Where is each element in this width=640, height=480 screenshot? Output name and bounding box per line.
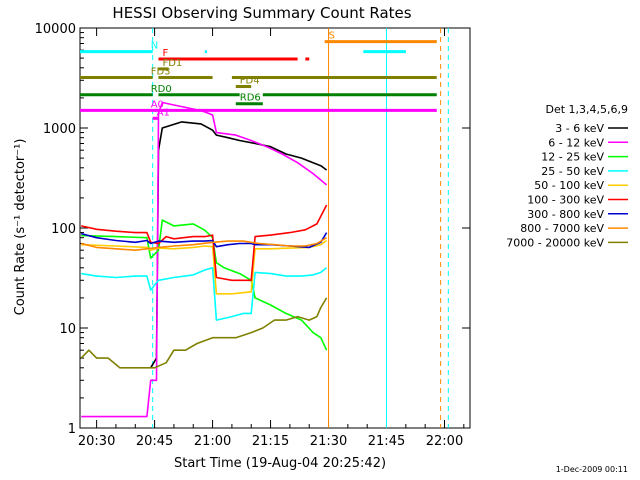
legend-entry-label: 25 - 50 keV <box>541 165 604 178</box>
legend-entry-label: 300 - 800 keV <box>527 208 604 221</box>
y-tick-label: 10000 <box>35 22 76 37</box>
x-tick-label: 21:00 <box>194 434 231 449</box>
timestamp: 1-Dec-2009 00:11 <box>556 465 628 474</box>
state-bar-label: RD0 <box>151 84 172 95</box>
x-tick-label: 20:45 <box>136 434 173 449</box>
legend-entry-label: 800 - 7000 keV <box>520 222 604 235</box>
legend-entry-label: 100 - 300 keV <box>527 194 604 207</box>
legend-entry-label: 7000 - 20000 keV <box>506 236 604 249</box>
legend-entry-label: 12 - 25 keV <box>541 151 604 164</box>
series-line <box>80 232 328 249</box>
x-axis-label: Start Time (19-Aug-04 20:25:42) <box>174 456 386 471</box>
series-line <box>81 204 328 282</box>
series-line <box>81 266 328 321</box>
x-tick-label: 21:30 <box>310 434 347 449</box>
y-tick-label: 1000 <box>43 122 76 137</box>
state-bar-label: RD6 <box>240 93 261 104</box>
x-tick-label: 22:00 <box>426 434 463 449</box>
state-bar-label: A0 <box>151 99 164 110</box>
x-tick-label: 20:30 <box>78 434 115 449</box>
series-line <box>81 239 328 295</box>
x-tick-label: 21:45 <box>368 434 405 449</box>
state-bar-label: FD4 <box>240 76 260 87</box>
state-bar-label: N <box>151 41 158 52</box>
chart-title: HESSI Observing Summary Count Rates <box>112 4 411 22</box>
state-bar-label: FD1 <box>162 58 182 69</box>
state-bar-label: F <box>162 48 168 59</box>
state-bar-label: A1 <box>157 107 170 118</box>
legend-entry-label: 6 - 12 keV <box>548 136 604 149</box>
x-tick-label: 21:15 <box>252 434 289 449</box>
legend-entry-label: 50 - 100 keV <box>534 179 604 192</box>
state-bar-label: FD3 <box>151 66 171 77</box>
series-line <box>150 121 328 369</box>
legend-entry-label: 3 - 6 keV <box>555 122 604 135</box>
legend-title: Det 1,3,4,5,6,9 <box>545 103 628 116</box>
series-line <box>81 237 328 251</box>
y-tick-label: 100 <box>51 222 76 237</box>
series-line <box>80 297 328 369</box>
y-axis-label: Count Rate (s⁻¹ detector⁻¹) <box>13 139 28 316</box>
y-tick-label: 10 <box>59 322 76 337</box>
series-line <box>81 101 328 418</box>
plot-area: 20:30 20:45 21:00 21:15 21:30 21:45 22:00 1 10 10… <box>35 22 471 449</box>
series-line <box>81 219 328 351</box>
y-tick-label: 1 <box>68 422 76 437</box>
state-bar-label: S <box>329 31 335 42</box>
